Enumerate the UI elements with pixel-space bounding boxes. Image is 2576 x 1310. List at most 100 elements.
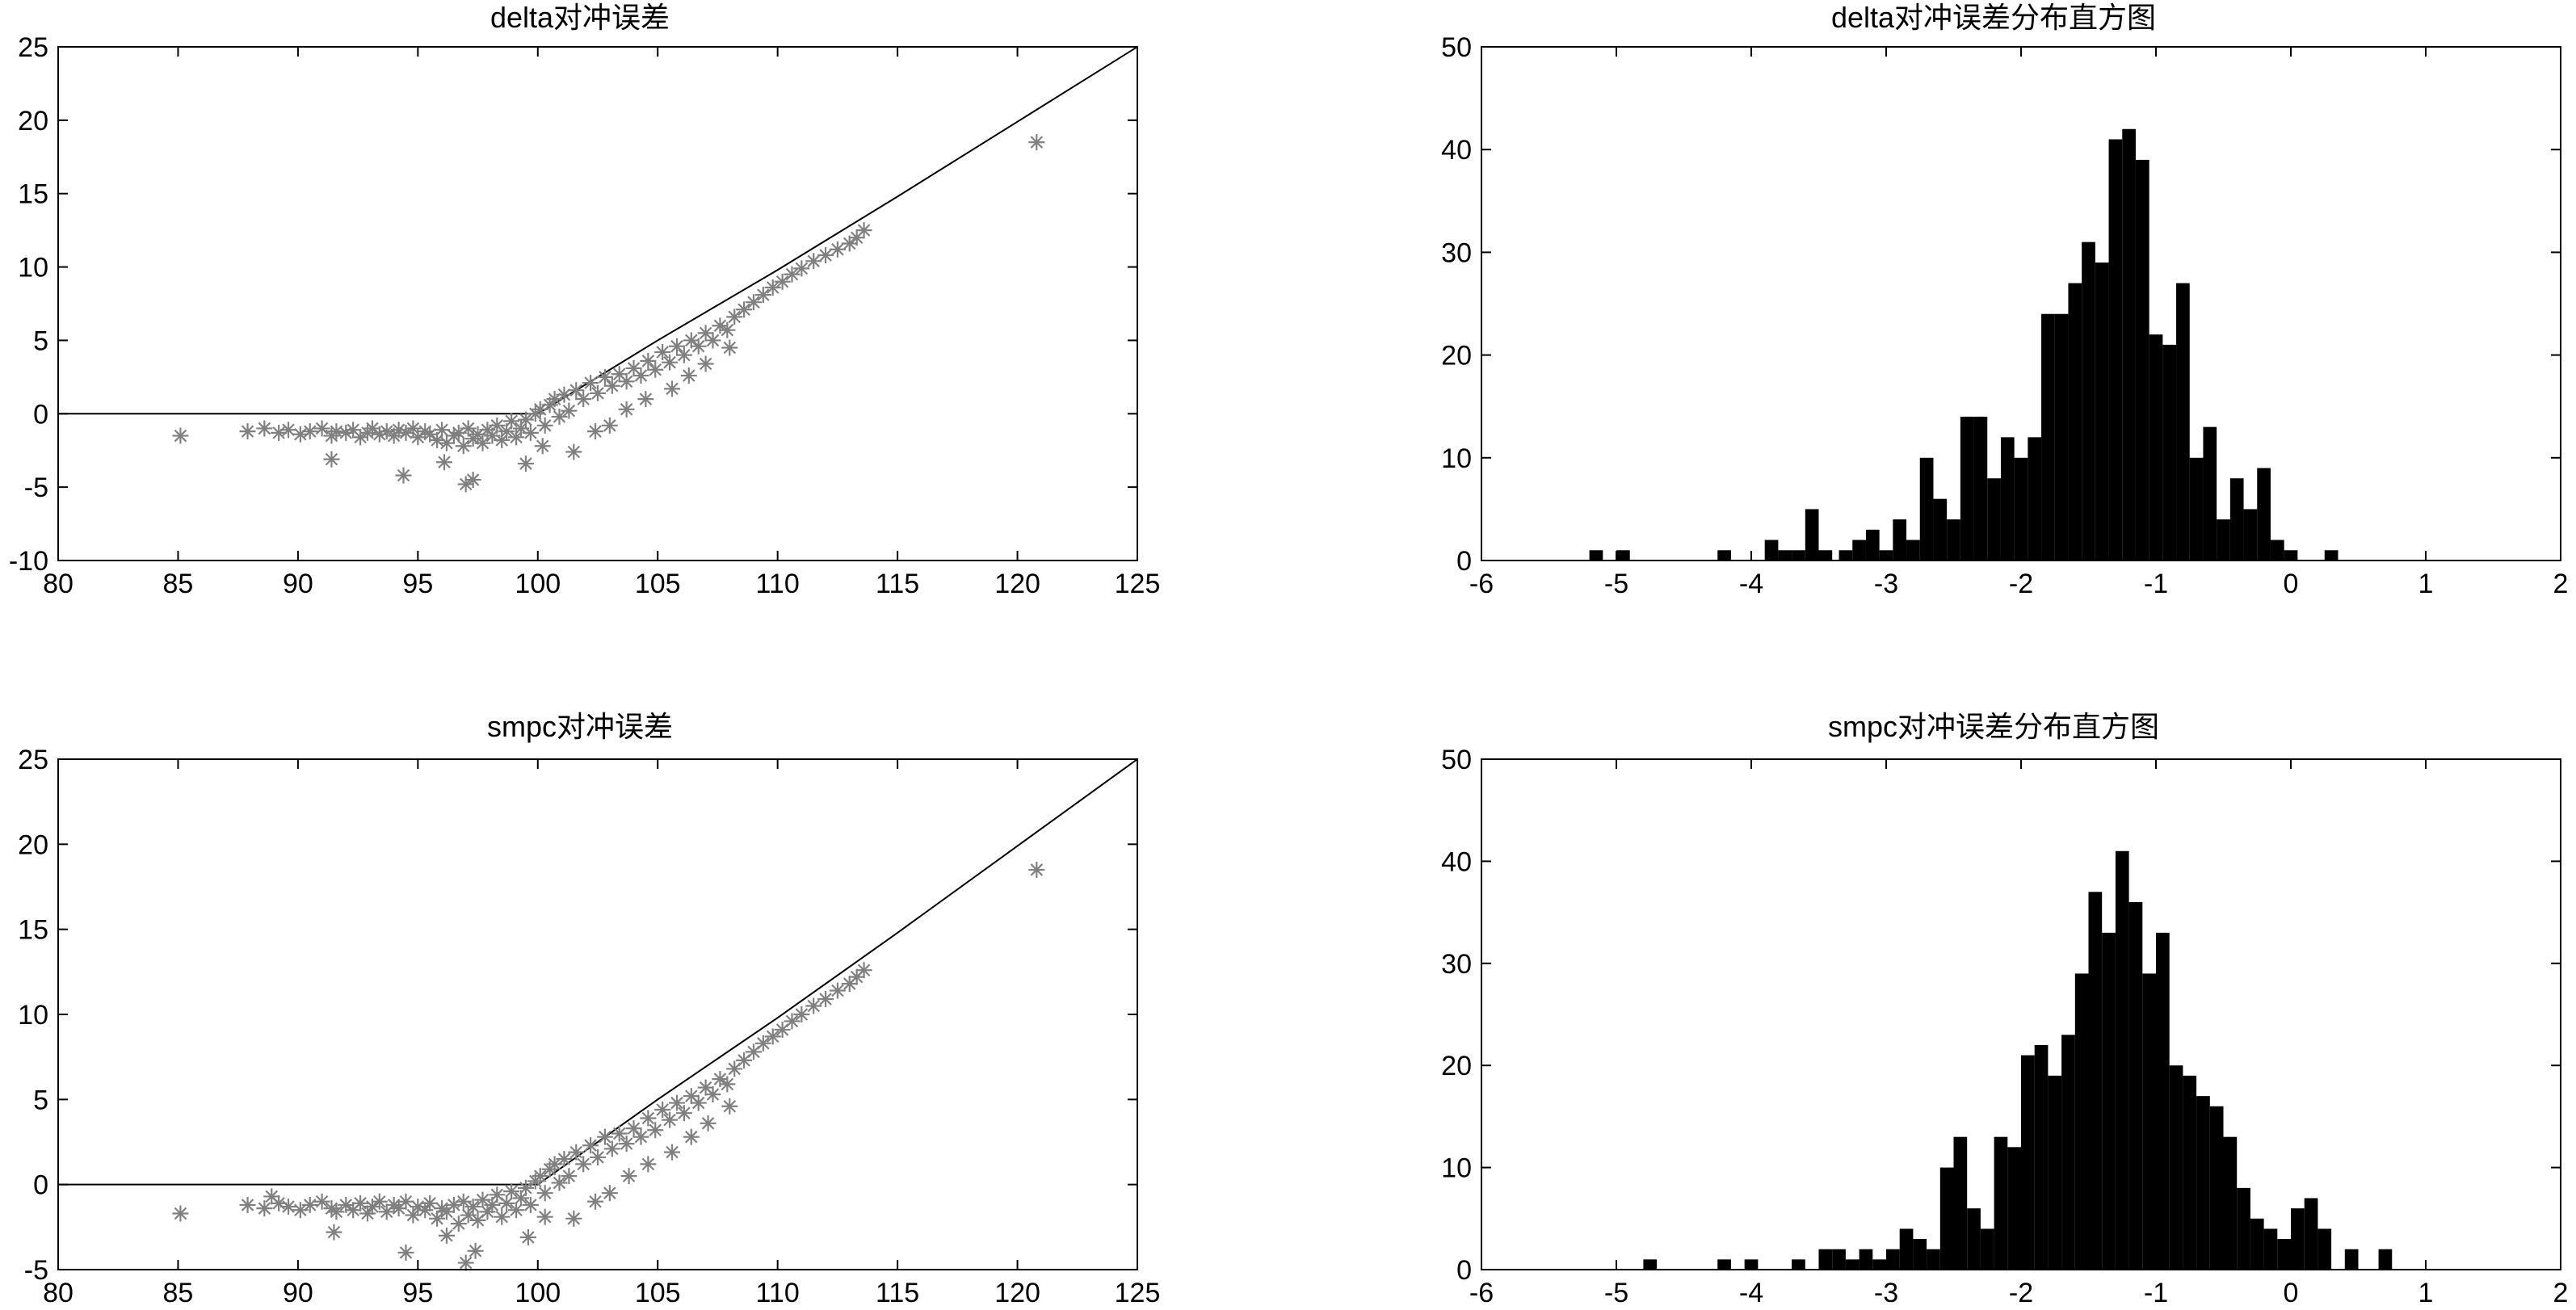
marker-stroke xyxy=(406,422,420,435)
panel-title: smpc对冲误差 xyxy=(487,710,673,743)
error-point xyxy=(517,456,534,472)
plot-area xyxy=(1643,850,2393,1270)
histogram-bar xyxy=(2229,478,2244,561)
histogram-bar xyxy=(2291,1208,2305,1270)
error-point xyxy=(736,301,753,318)
histogram-bar xyxy=(2277,1239,2291,1270)
error-point xyxy=(534,438,551,455)
marker-stroke xyxy=(469,1245,482,1258)
histogram-bar xyxy=(2034,1044,2049,1270)
marker-stroke xyxy=(766,281,780,294)
error-point xyxy=(422,1195,439,1211)
marker-stroke xyxy=(557,388,571,401)
marker-stroke xyxy=(481,1205,494,1219)
marker-stroke xyxy=(524,426,537,439)
error-point xyxy=(632,1128,649,1145)
error-point xyxy=(601,1185,618,1202)
error-point xyxy=(536,1185,553,1202)
error-point xyxy=(455,438,472,455)
histogram-bar xyxy=(2074,973,2089,1270)
error-point xyxy=(668,338,685,355)
marker-stroke xyxy=(303,425,317,438)
error-point xyxy=(565,443,582,460)
histogram-bar xyxy=(1818,550,1833,561)
error-point xyxy=(508,429,525,446)
error-point xyxy=(464,472,481,489)
marker-stroke xyxy=(347,423,359,437)
x-tick-label: -5 xyxy=(1604,1278,1628,1308)
marker-stroke xyxy=(354,1197,367,1210)
marker-stroke xyxy=(533,1169,547,1182)
marker-stroke xyxy=(683,369,695,382)
marker-stroke xyxy=(562,1169,576,1182)
error-point xyxy=(556,1151,573,1168)
error-point xyxy=(764,279,781,296)
error-point xyxy=(793,1006,810,1022)
y-tick-label: -5 xyxy=(24,1255,48,1286)
marker-stroke xyxy=(612,1127,626,1140)
marker-stroke xyxy=(723,1099,737,1113)
error-point xyxy=(494,1208,511,1225)
x-axis: -6 -5 -4 -3 -2 -1 0 1 2 xyxy=(1469,759,2568,1308)
marker-stroke xyxy=(456,439,470,453)
marker-stroke xyxy=(476,436,490,450)
histogram-bar xyxy=(2028,437,2042,561)
marker-stroke xyxy=(495,434,509,447)
error-point xyxy=(829,982,846,999)
y-tick-label: 20 xyxy=(18,829,48,860)
histogram-bar xyxy=(1616,550,1630,561)
marker-stroke xyxy=(738,303,750,317)
histogram-bar xyxy=(1838,550,1853,561)
histogram-bar xyxy=(2068,283,2082,561)
error-point xyxy=(323,451,340,468)
x-tick-label: -1 xyxy=(2144,1278,2168,1308)
marker-stroke xyxy=(538,419,552,432)
marker-stroke xyxy=(603,419,616,432)
x-tick-label: -6 xyxy=(1469,1278,1494,1308)
histogram-bar xyxy=(1717,1259,1731,1270)
histogram-bar xyxy=(1953,1136,1968,1270)
marker-stroke xyxy=(819,993,832,1006)
marker-stroke xyxy=(567,1212,581,1225)
error-point xyxy=(301,1196,318,1213)
histogram-bar xyxy=(1939,1167,1954,1270)
error-point xyxy=(721,339,738,356)
marker-stroke xyxy=(721,323,734,337)
marker-stroke xyxy=(174,1207,187,1220)
histogram-bar xyxy=(1805,509,1819,561)
marker-stroke xyxy=(589,1195,602,1208)
error-point xyxy=(390,1200,407,1217)
histogram-bar xyxy=(1927,1249,1940,1270)
marker-stroke xyxy=(843,237,856,250)
marker-stroke xyxy=(411,1200,425,1213)
marker-stroke xyxy=(685,334,698,347)
error-point xyxy=(817,991,834,1008)
histogram-bar xyxy=(1913,1239,1927,1270)
x-tick-label: 120 xyxy=(994,569,1040,599)
error-point xyxy=(654,1101,671,1118)
histogram-bar xyxy=(1980,1228,1994,1270)
histogram-bar xyxy=(2007,1147,2021,1270)
histogram-bar xyxy=(1933,498,1948,561)
marker-stroke xyxy=(411,430,425,444)
histogram-bar xyxy=(2304,1198,2318,1270)
error-point xyxy=(575,391,592,408)
error-point xyxy=(640,352,657,369)
error-point xyxy=(680,367,697,384)
marker-stroke xyxy=(577,393,590,405)
marker-stroke xyxy=(634,1130,648,1144)
error-point xyxy=(601,417,618,434)
error-point xyxy=(690,1094,707,1111)
marker-stroke xyxy=(500,1197,513,1210)
marker-stroke xyxy=(315,422,329,435)
marker-stroke xyxy=(795,262,809,275)
error-point xyxy=(313,1193,330,1210)
histogram-bar xyxy=(1845,1259,1860,1270)
axes-box xyxy=(57,758,1138,1270)
error-point xyxy=(395,467,412,484)
marker-stroke xyxy=(272,1197,285,1210)
error-point xyxy=(363,420,380,437)
error-point xyxy=(618,373,635,390)
error-point xyxy=(1028,861,1045,878)
error-point xyxy=(647,361,664,378)
